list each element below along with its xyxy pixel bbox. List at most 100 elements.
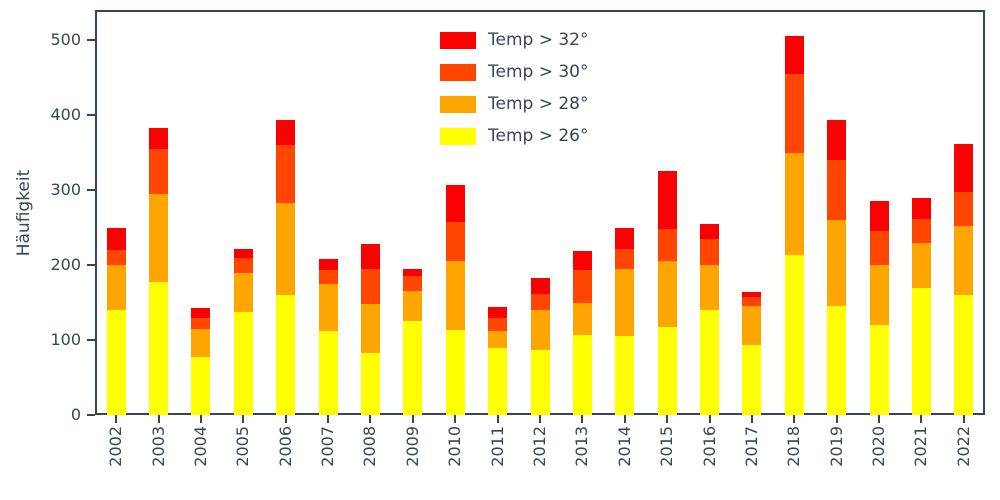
bar-segment (276, 202, 296, 295)
x-tick-mark (920, 415, 923, 423)
legend-item: Temp > 28° (440, 94, 589, 114)
x-tick-mark (496, 415, 499, 423)
bar-segment (657, 229, 677, 262)
bar-segment (488, 347, 508, 415)
x-tick-mark (962, 415, 965, 423)
y-tick-label: 500 (50, 30, 81, 49)
bar-segment (700, 265, 720, 310)
bar-segment (615, 335, 635, 415)
x-tick-mark (157, 415, 160, 423)
legend-swatch (440, 127, 476, 145)
bar-segment (149, 281, 169, 415)
bar-segment (106, 227, 126, 250)
x-tick-label: 2012 (530, 426, 549, 467)
x-tick-label: 2006 (275, 426, 295, 467)
bar-segment (191, 356, 211, 415)
bar-segment (276, 295, 296, 415)
bar-segment (911, 218, 931, 243)
x-tick-mark (284, 415, 287, 423)
bar-segment (615, 248, 635, 269)
bar-segment (827, 160, 847, 220)
x-tick-label: 2013 (572, 426, 592, 467)
x-tick-label: 2005 (233, 426, 253, 467)
bar-segment (488, 307, 508, 318)
y-tick-mark (87, 189, 95, 191)
y-tick-label: 200 (50, 255, 81, 274)
bar-segment (149, 193, 169, 282)
legend-swatch (440, 63, 476, 81)
bar-segment (403, 291, 423, 321)
bar-segment (488, 317, 508, 331)
bar-segment (615, 228, 635, 249)
bar-segment (149, 148, 169, 194)
legend-item: Temp > 32° (440, 30, 589, 50)
bar-segment (911, 198, 931, 219)
x-tick-mark (199, 415, 202, 423)
bar-segment (657, 170, 677, 229)
legend-label: Temp > 26° (488, 126, 589, 146)
bar-segment (742, 292, 762, 297)
x-tick-mark (327, 415, 330, 423)
x-tick-mark (708, 415, 711, 423)
bar-segment (700, 223, 720, 239)
x-tick-label: 2017 (741, 426, 761, 467)
bar-segment (784, 152, 804, 256)
legend-label: Temp > 28° (488, 94, 589, 114)
bar-segment (403, 320, 423, 415)
bar-segment (233, 249, 253, 258)
x-tick-mark (115, 415, 118, 423)
bar-segment (403, 268, 423, 277)
bar-segment (403, 276, 423, 292)
legend-item: Temp > 26° (440, 126, 589, 146)
x-tick-mark (878, 415, 881, 423)
bar-segment (742, 344, 762, 415)
bar-segment (615, 268, 635, 336)
x-tick-mark (411, 415, 414, 423)
bar-segment (360, 268, 380, 304)
bar-segment (318, 283, 338, 331)
bar-segment (869, 200, 889, 232)
bar-segment (149, 127, 169, 149)
x-tick-mark (539, 415, 541, 423)
y-axis-title: Häufigkeit (14, 169, 34, 256)
bar-segment (700, 238, 720, 265)
bar-segment (191, 328, 211, 357)
x-tick-label: 2002 (106, 426, 126, 467)
y-tick-mark (87, 339, 95, 341)
x-tick-mark (623, 415, 626, 423)
x-tick-label: 2022 (953, 426, 973, 467)
legend-item: Temp > 30° (440, 62, 589, 82)
bar-segment (318, 331, 338, 415)
bar-segment (233, 272, 253, 312)
x-tick-label: 2009 (402, 426, 422, 467)
x-tick-label: 2010 (445, 426, 465, 467)
x-tick-label: 2014 (614, 426, 634, 467)
x-tick-mark (581, 415, 584, 423)
x-tick-label: 2020 (869, 426, 889, 467)
x-tick-label: 2007 (318, 426, 338, 467)
bar-segment (445, 261, 465, 331)
bar-segment (869, 231, 889, 265)
x-tick-label: 2004 (190, 426, 210, 467)
bar-segment (360, 304, 380, 353)
x-tick-mark (835, 415, 838, 423)
bar-segment (954, 143, 974, 193)
bar-segment (784, 36, 804, 74)
bar-segment (360, 352, 380, 415)
bar-segment (911, 242, 931, 288)
bar-segment (954, 192, 974, 226)
legend-label: Temp > 32° (488, 30, 589, 50)
x-tick-mark (793, 415, 796, 423)
y-tick-mark (87, 264, 95, 266)
bar-segment (191, 307, 211, 318)
x-tick-label: 2021 (911, 426, 931, 467)
bar-segment (572, 334, 592, 415)
bar-segment (530, 277, 550, 294)
bar-segment (827, 306, 847, 415)
bar-segment (827, 120, 847, 160)
bar-segment (276, 145, 296, 203)
x-tick-mark (242, 415, 245, 423)
bar-segment (445, 330, 465, 415)
bar-segment (784, 255, 804, 415)
